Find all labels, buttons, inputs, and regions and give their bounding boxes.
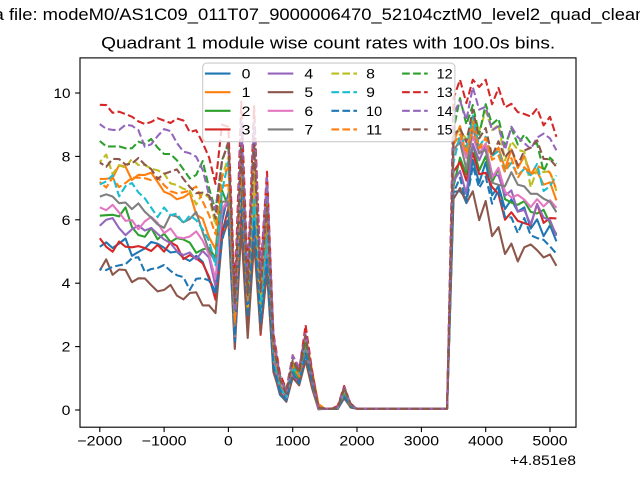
svg-text:10: 10 [366,103,382,119]
svg-text:3: 3 [242,121,251,137]
svg-text:−2000: −2000 [77,433,122,449]
svg-text:15: 15 [437,121,453,137]
svg-text:4000: 4000 [468,433,504,449]
svg-text:6: 6 [62,212,71,228]
svg-text:Data file: modeM0/AS1C09_011T0: Data file: modeM0/AS1C09_011T07_90000064… [0,5,640,24]
svg-text:0: 0 [62,402,71,418]
svg-text:11: 11 [366,121,382,137]
svg-text:2: 2 [242,103,251,119]
svg-text:5000: 5000 [532,433,568,449]
svg-text:0: 0 [224,433,233,449]
svg-text:6: 6 [304,103,313,119]
svg-text:2: 2 [62,339,71,355]
svg-text:4: 4 [62,275,71,291]
svg-text:7: 7 [304,121,313,137]
svg-text:2000: 2000 [339,433,375,449]
svg-text:8: 8 [366,66,375,82]
svg-text:−1000: −1000 [142,433,187,449]
svg-text:4: 4 [304,66,313,82]
svg-text:1000: 1000 [275,433,311,449]
svg-text:13: 13 [437,84,453,100]
svg-text:Quadrant 1 module wise count r: Quadrant 1 module wise count rates with … [101,34,555,53]
svg-text:1: 1 [242,84,251,100]
svg-text:12: 12 [437,66,453,82]
svg-text:3000: 3000 [404,433,440,449]
svg-text:5: 5 [304,84,313,100]
svg-text:+4.851e8: +4.851e8 [510,452,576,468]
svg-text:10: 10 [54,85,71,101]
svg-text:8: 8 [62,148,71,164]
svg-text:9: 9 [366,84,375,100]
svg-text:14: 14 [437,103,453,119]
svg-text:0: 0 [242,66,251,82]
